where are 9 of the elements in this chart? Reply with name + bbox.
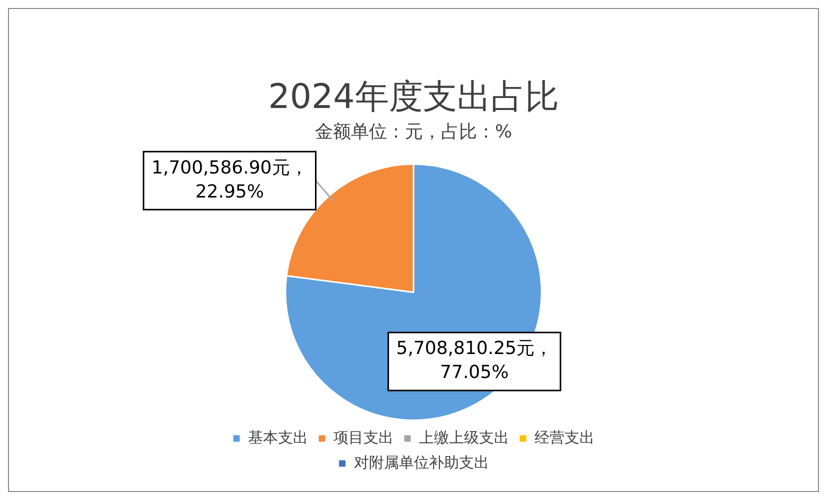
- data-label: 5,708,810.25元， 77.05%: [396, 338, 552, 384]
- legend-label: 基本支出: [248, 428, 308, 446]
- chart-title: 2024年度支出占比: [268, 77, 559, 118]
- legend-label: 上缴上级支出: [419, 428, 509, 446]
- chart-subtitle: 金额单位：元，占比：%: [314, 121, 512, 142]
- legend-label: 经营支出: [534, 428, 594, 446]
- legend-label: 项目支出: [334, 428, 394, 446]
- data-label: 1,700,586.90元， 22.95%: [152, 157, 308, 202]
- legend-label: 对附属单位补助支出: [354, 453, 489, 472]
